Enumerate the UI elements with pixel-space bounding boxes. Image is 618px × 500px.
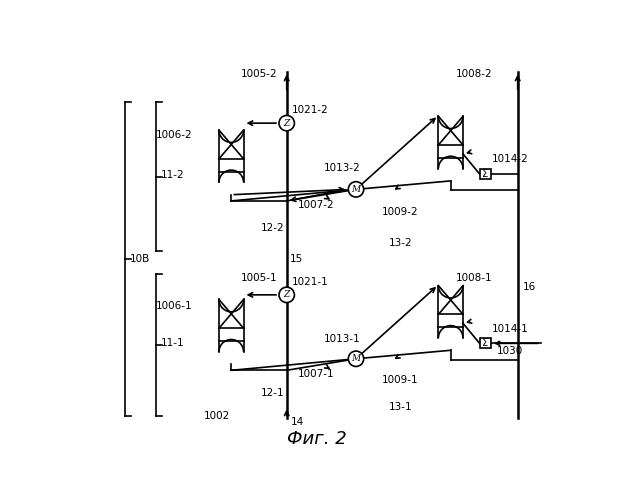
Text: 13-1: 13-1 (389, 402, 413, 411)
Text: 1007-2: 1007-2 (298, 200, 335, 210)
Text: 16: 16 (522, 282, 536, 292)
Text: 1009-2: 1009-2 (381, 208, 418, 218)
Text: 1021-1: 1021-1 (292, 277, 329, 287)
Text: 10В: 10В (130, 254, 150, 264)
Text: Z: Z (284, 118, 290, 128)
Text: 1006-1: 1006-1 (156, 302, 193, 312)
Text: 1005-1: 1005-1 (240, 273, 277, 283)
Bar (438, 274, 463, 350)
Text: 1030: 1030 (497, 346, 523, 356)
Text: 1013-2: 1013-2 (324, 163, 360, 173)
Text: 1002: 1002 (205, 410, 231, 420)
Text: Σ: Σ (482, 338, 488, 348)
Text: 1021-2: 1021-2 (292, 105, 329, 115)
Bar (480, 338, 491, 348)
Circle shape (349, 351, 364, 366)
Text: 1006-2: 1006-2 (156, 130, 193, 140)
Text: 13-2: 13-2 (389, 238, 413, 248)
Text: 1008-1: 1008-1 (456, 273, 493, 283)
Text: 1007-1: 1007-1 (298, 369, 335, 379)
Text: 1014-1: 1014-1 (491, 324, 528, 334)
Text: 1008-2: 1008-2 (456, 69, 493, 79)
Bar (219, 287, 243, 364)
Circle shape (349, 182, 364, 197)
Text: 11-1: 11-1 (161, 338, 185, 348)
Text: Z: Z (284, 290, 290, 300)
Circle shape (279, 116, 294, 131)
Text: 1014-2: 1014-2 (491, 154, 528, 164)
Text: 14: 14 (290, 417, 304, 427)
Text: M: M (352, 185, 361, 194)
Bar (219, 118, 243, 194)
Text: 1013-1: 1013-1 (324, 334, 360, 344)
Text: Фиг. 2: Фиг. 2 (287, 430, 347, 448)
Bar (438, 104, 463, 181)
Text: 11-2: 11-2 (161, 170, 185, 180)
Text: 1005-2: 1005-2 (240, 69, 277, 79)
Text: 12-1: 12-1 (261, 388, 285, 398)
Circle shape (279, 287, 294, 302)
Text: Σ: Σ (482, 169, 488, 179)
Text: 12-2: 12-2 (261, 223, 285, 233)
Bar (480, 169, 491, 179)
Text: M: M (352, 354, 361, 364)
Text: 15: 15 (290, 254, 303, 264)
Text: 1009-1: 1009-1 (381, 374, 418, 384)
